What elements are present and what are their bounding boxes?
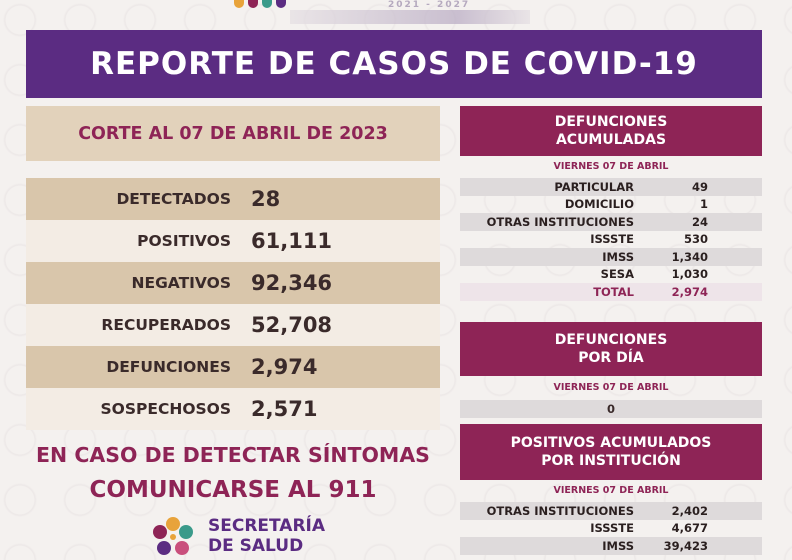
table-row: IMSS 39,423 [460,537,762,555]
panel-defunciones-dia: DEFUNCIONES POR DÍA VIERNES 07 DE ABRIL … [460,322,762,418]
logo-line-2: DE SALUD [208,536,304,556]
row-value: 4,677 [671,521,708,536]
panel-defunciones-acumuladas: DEFUNCIONES ACUMULADAS VIERNES 07 DE ABR… [460,106,762,301]
table-row: IMSS 1,340 [460,248,762,266]
stat-value: 92,346 [251,271,333,295]
row-value: 24 [691,214,708,229]
row-value: 530 [683,232,708,247]
table-row: SESA 1,030 [460,266,762,284]
row-label: DOMICILIO [564,197,634,212]
top-logo-fragment [230,0,290,8]
panel-date: VIERNES 07 DE ABRIL [553,382,669,393]
cta-symptoms: EN CASO DE DETECTAR SÍNTOMAS [36,443,430,467]
panel-title-line1: DEFUNCIONES [554,332,668,348]
row-value: 49 [691,179,708,194]
panel-title-line2: POR INSTITUCIÓN [541,453,681,469]
stat-row-positivos: POSITIVOS 61,111 [26,220,440,262]
table-row: ISSSTE 4,677 [460,520,762,538]
report-title-banner: REPORTE DE CASOS DE COVID-19 [26,30,762,98]
stat-label: DEFUNCIONES [106,358,231,376]
stat-label: NEGATIVOS [131,274,231,292]
panel-title-line1: POSITIVOS ACUMULADOS [510,435,712,451]
total-value: 2,974 [671,284,708,299]
stat-row-recuperados: RECUPERADOS 52,708 [26,304,440,346]
total-row: TOTAL 2,974 [460,283,762,301]
row-label: ISSSTE [590,232,634,247]
table-row: OTRAS INSTITUCIONES 24 [460,213,762,231]
secretaria-salud-logo: SECRETARÍA DE SALUD [148,516,325,560]
stat-value: 61,111 [251,229,333,253]
table-row: DOMICILIO 1 [460,196,762,214]
stat-row-sospechosos: SOSPECHOSOS 2,571 [26,388,440,430]
report-title: REPORTE DE CASOS DE COVID-19 [90,46,698,82]
cutoff-date-box: CORTE AL 07 DE ABRIL DE 2023 [26,106,440,161]
row-value: 1 [699,197,708,212]
panel-title-line2: POR DÍA [578,350,644,366]
stat-label: RECUPERADOS [101,316,231,334]
stat-value: 2,974 [251,355,318,379]
stat-value: 2,571 [251,397,318,421]
row-value: 1,030 [671,267,708,282]
table-row: PARTICULAR 49 [460,178,762,196]
row-label: IMSS [602,538,634,553]
panel-title-line2: ACUMULADAS [555,132,667,148]
flower-logo-icon [153,517,193,555]
stat-value: 52,708 [251,313,333,337]
panel-header: DEFUNCIONES ACUMULADAS [460,106,762,156]
row-label: ISSSTE [590,521,634,536]
row-value: 1,340 [671,249,708,264]
daily-deaths-value: 0 [460,400,762,418]
stat-row-negativos: NEGATIVOS 92,346 [26,262,440,304]
row-label: IMSS [602,249,634,264]
row-label: OTRAS INSTITUCIONES [486,214,634,229]
panel-header: POSITIVOS ACUMULADOS POR INSTITUCIÓN [460,424,762,480]
cta-call-911: COMUNICARSE AL 911 [89,477,377,503]
row-label: SESA [600,267,634,282]
stat-row-detectados: DETECTADOS 28 [26,178,440,220]
row-label: PARTICULAR [554,179,634,194]
stat-row-defunciones: DEFUNCIONES 2,974 [26,346,440,388]
logo-line-1: SECRETARÍA [208,516,326,536]
stat-label: DETECTADOS [116,190,231,208]
stats-table: DETECTADOS 28 POSITIVOS 61,111 NEGATIVOS… [26,178,440,430]
panel-date: VIERNES 07 DE ABRIL [553,161,669,172]
panel-title-line1: DEFUNCIONES [554,114,668,130]
row-value: 2,402 [671,503,708,518]
panel-date: VIERNES 07 DE ABRIL [553,485,669,496]
stat-label: POSITIVOS [137,232,231,250]
cutoff-date: CORTE AL 07 DE ABRIL DE 2023 [78,123,388,144]
top-years: 2021 - 2027 [388,0,471,10]
row-label: OTRAS INSTITUCIONES [486,503,634,518]
total-label: TOTAL [593,284,634,299]
stat-label: SOSPECHOSOS [100,400,231,418]
panel-header: DEFUNCIONES POR DÍA [460,322,762,376]
panel-positivos-institucion: POSITIVOS ACUMULADOS POR INSTITUCIÓN VIE… [460,424,762,555]
row-value: 39,423 [663,538,708,553]
top-decorative-strip [290,10,530,24]
table-row: ISSSTE 530 [460,231,762,249]
stat-value: 28 [251,187,281,211]
table-row: OTRAS INSTITUCIONES 2,402 [460,502,762,520]
